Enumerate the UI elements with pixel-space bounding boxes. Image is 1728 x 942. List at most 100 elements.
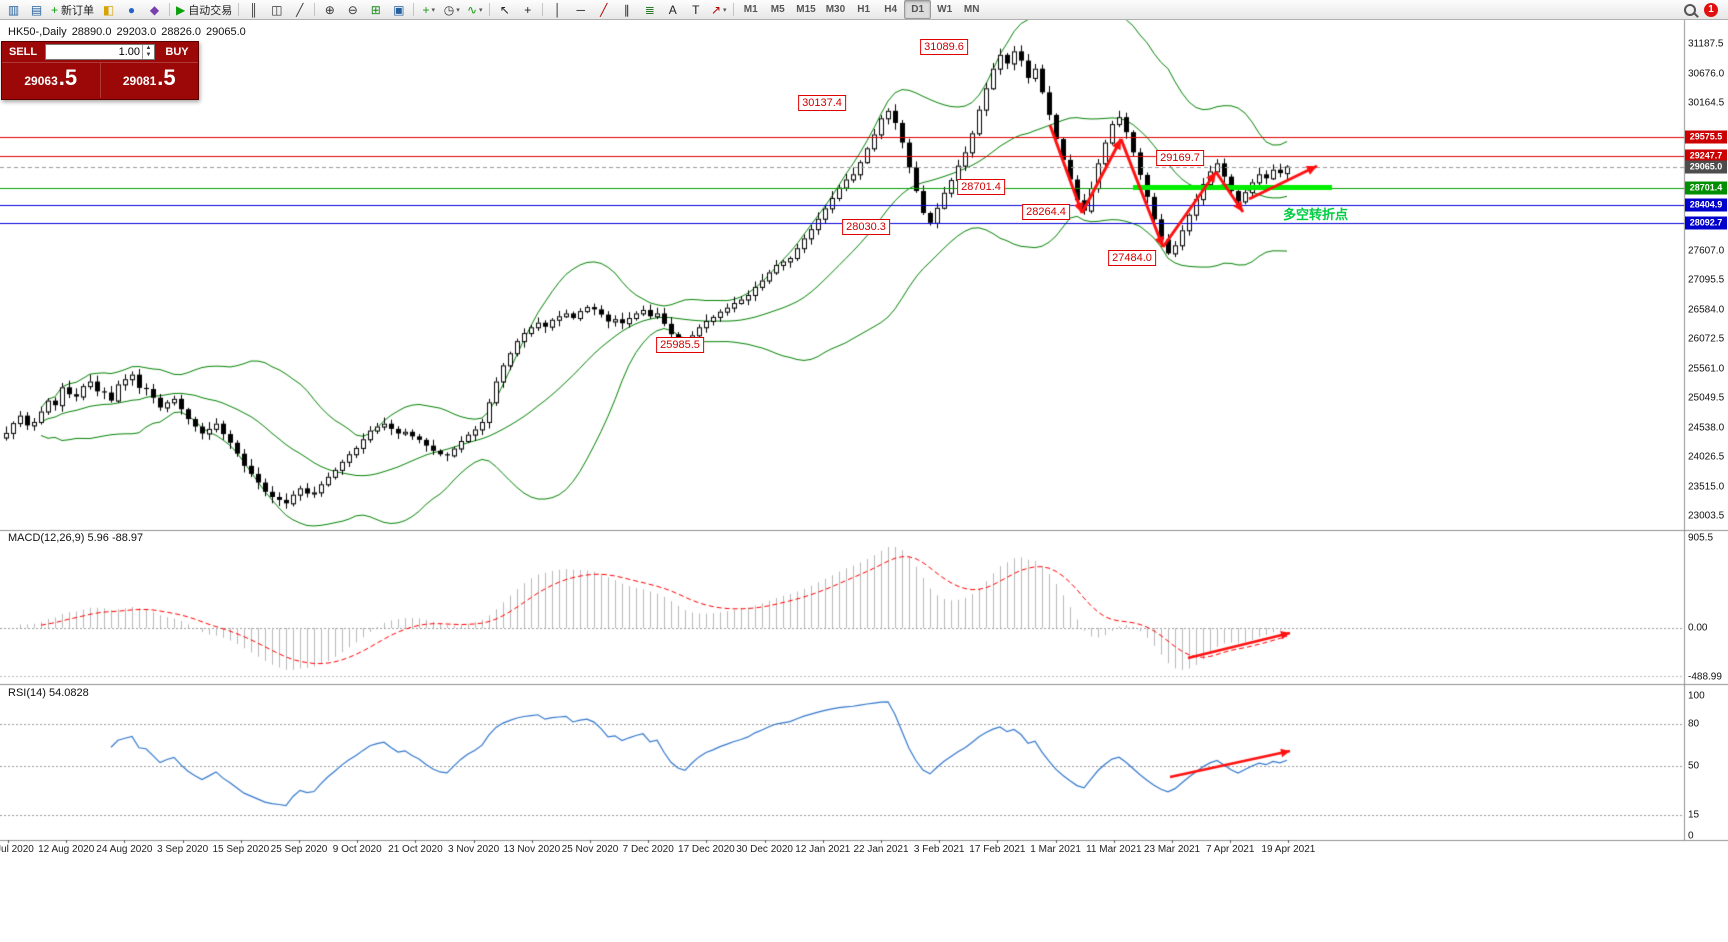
price-axis-tick: 25561.0	[1688, 363, 1725, 375]
timeframe-m15[interactable]: M15	[796, 4, 816, 15]
period-menu-button-glyph: ◷	[443, 2, 455, 17]
grid-icon-glyph: ⊞	[370, 2, 381, 17]
autotrading-button-glyph: ▶	[176, 2, 186, 17]
fibonacci-tool-button[interactable]: ≣	[638, 0, 661, 19]
zoom-out-icon-glyph: ⊖	[347, 2, 358, 17]
ohlc-high: 29203.0	[116, 26, 157, 38]
trendline-tool-button[interactable]: ╱	[592, 0, 615, 19]
zoom-in-icon[interactable]: ⊕	[318, 0, 341, 19]
text-tool-button-glyph: A	[668, 2, 677, 17]
data-window-icon-glyph: ◆	[149, 2, 160, 17]
sell-price[interactable]: 29063 .5	[2, 63, 100, 98]
price-axis-tick: 25049.5	[1688, 392, 1725, 404]
horizontal-line-tool-button-glyph: ─	[576, 2, 585, 17]
date-axis-label: 3 Sep 2020	[157, 844, 209, 855]
notification-badge[interactable]: 1	[1704, 2, 1718, 17]
lot-increase-icon[interactable]: ▲	[145, 45, 152, 51]
candlestick-chart-icon[interactable]: ◫	[265, 0, 288, 19]
crosshair-tool-button[interactable]: +	[516, 0, 539, 19]
timeframe-d1[interactable]: D1	[904, 0, 932, 19]
period-menu-button[interactable]: ◷ ▾	[440, 0, 463, 19]
buy-price-main: 29081	[122, 74, 157, 88]
price-axis-tick: 30164.5	[1688, 97, 1725, 109]
buy-price[interactable]: 29081 .5	[101, 63, 199, 98]
lot-decrease-icon[interactable]: ▼	[145, 52, 152, 58]
market-watch-icon[interactable]: ●	[120, 0, 143, 19]
label-tool-button[interactable]: T	[684, 0, 707, 19]
lot-spinner: ▲ ▼	[142, 45, 154, 59]
zoom-out-icon[interactable]: ⊖	[341, 0, 364, 19]
price-annotation-31089.6[interactable]: 31089.6	[920, 39, 968, 55]
price-tag-28404.9: 28404.9	[1685, 198, 1727, 212]
price-annotation-28701.4[interactable]: 28701.4	[957, 179, 1005, 195]
date-axis-label: 19 Apr 2021	[1261, 844, 1316, 855]
autotrading-button-label: 自动交易	[188, 4, 233, 17]
rsi-axis-tick: 15	[1688, 809, 1700, 821]
timeframe-m30[interactable]: M30	[825, 4, 846, 15]
ohlc-close: 29065.0	[205, 26, 246, 38]
price-annotation-28030.3[interactable]: 28030.3	[842, 219, 890, 235]
line-chart-icon[interactable]: ╱	[288, 0, 311, 19]
channel-tool-button[interactable]: ∥	[615, 0, 638, 19]
search-icon[interactable]	[1684, 3, 1696, 16]
panel-separator-rsi[interactable]	[0, 681, 1728, 687]
profile-icon-glyph: ▤	[30, 2, 43, 17]
date-axis-label: 3 Feb 2021	[913, 844, 965, 855]
candlestick-chart-icon-glyph: ◫	[271, 2, 283, 17]
turning-point-label[interactable]: 多空转折点	[1283, 207, 1349, 222]
macd-axis-tick: 905.5	[1688, 532, 1714, 544]
panel-separator-macd[interactable]	[0, 527, 1728, 533]
price-annotation-30137.4[interactable]: 30137.4	[798, 95, 846, 111]
date-axis-label: 22 Jan 2021	[853, 844, 909, 855]
timeframe-h4[interactable]: H4	[884, 4, 898, 15]
ohlc-low: 28826.0	[161, 26, 201, 38]
autotrading-button[interactable]: ▶ 自动交易	[173, 0, 235, 19]
buy-button[interactable]: BUY	[165, 46, 189, 58]
chart-window-icon[interactable]: ▥	[2, 0, 25, 19]
timeframe-w1[interactable]: W1	[937, 4, 953, 15]
chevron-down-icon: ▾	[479, 6, 483, 14]
timeframe-mn[interactable]: MN	[963, 4, 980, 15]
date-axis-label: 11 Mar 2021	[1086, 844, 1142, 855]
grid-icon[interactable]: ⊞	[364, 0, 387, 19]
price-axis-tick: 23003.5	[1688, 510, 1725, 522]
vertical-line-tool-button-glyph: │	[554, 2, 562, 17]
line-chart-icon-glyph: ╱	[296, 2, 304, 17]
date-axis-label: 7 Dec 2020	[622, 844, 674, 855]
tile-windows-icon[interactable]: ▣	[387, 0, 410, 19]
text-tool-button[interactable]: A	[661, 0, 684, 19]
data-window-icon[interactable]: ◆	[143, 0, 166, 19]
rsi-axis-tick: 80	[1688, 718, 1700, 730]
bar-chart-icon[interactable]: ║	[242, 0, 265, 19]
price-annotation-27484.0[interactable]: 27484.0	[1108, 250, 1156, 266]
styles-icon[interactable]: ◧	[97, 0, 120, 19]
cursor-tool-button[interactable]: ↖	[493, 0, 516, 19]
horizontal-line-tool-button[interactable]: ─	[569, 0, 592, 19]
profile-icon[interactable]: ▤	[25, 0, 48, 19]
price-annotation-25985.5[interactable]: 25985.5	[656, 337, 704, 353]
timeframe-m1[interactable]: M1	[743, 4, 758, 15]
new-order-button[interactable]: + 新订单	[48, 0, 97, 19]
timeframe-h1[interactable]: H1	[857, 4, 871, 15]
sell-button[interactable]: SELL	[8, 46, 38, 58]
date-axis-label: 17 Dec 2020	[678, 844, 735, 855]
vertical-line-tool-button[interactable]: │	[546, 0, 569, 19]
price-annotation-29169.7[interactable]: 29169.7	[1156, 150, 1204, 166]
price-divider	[99, 63, 101, 98]
indicator-menu-button[interactable]: ∿ ▾	[463, 0, 486, 19]
timeframe-m5[interactable]: M5	[770, 4, 785, 15]
new-chart-button[interactable]: + ▾	[417, 0, 440, 19]
date-axis-label: 25 Sep 2020	[270, 844, 328, 855]
lot-input[interactable]	[46, 45, 142, 59]
new-chart-button-glyph: +	[422, 2, 430, 17]
indicator-menu-button-glyph: ∿	[466, 2, 478, 17]
panel-separator-dates[interactable]	[0, 837, 1728, 843]
chevron-down-icon: ▾	[431, 6, 436, 14]
price-tag-29247.7: 29247.7	[1685, 149, 1727, 163]
crosshair-tool-button-glyph: +	[524, 2, 532, 17]
arrows-tool-button[interactable]: ↗ ▾	[707, 0, 730, 19]
main-toolbar: ▥ ▤ + 新订单 ◧ ● ◆ ▶ 自动交易 ║ ◫ ╱ ⊕ ⊖ ⊞ ▣ + ▾ ◷ ▾ ∿ ▾ ↖ + │ ─ ╱ ∥ ≣ A T ↗ ▾ M1…	[0, 0, 1728, 20]
price-annotation-28264.4[interactable]: 28264.4	[1022, 204, 1070, 220]
